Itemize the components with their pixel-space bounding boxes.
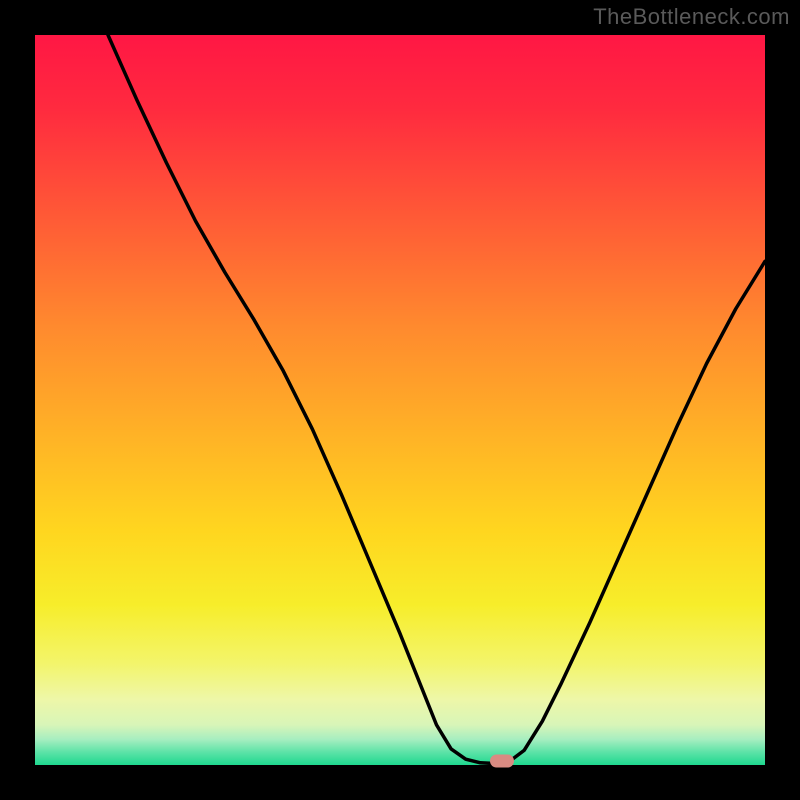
bottleneck-curve	[35, 35, 765, 765]
chart-container: TheBottleneck.com	[0, 0, 800, 800]
plot-area	[35, 35, 765, 765]
watermark-text: TheBottleneck.com	[593, 4, 790, 30]
optimal-marker	[490, 754, 514, 767]
